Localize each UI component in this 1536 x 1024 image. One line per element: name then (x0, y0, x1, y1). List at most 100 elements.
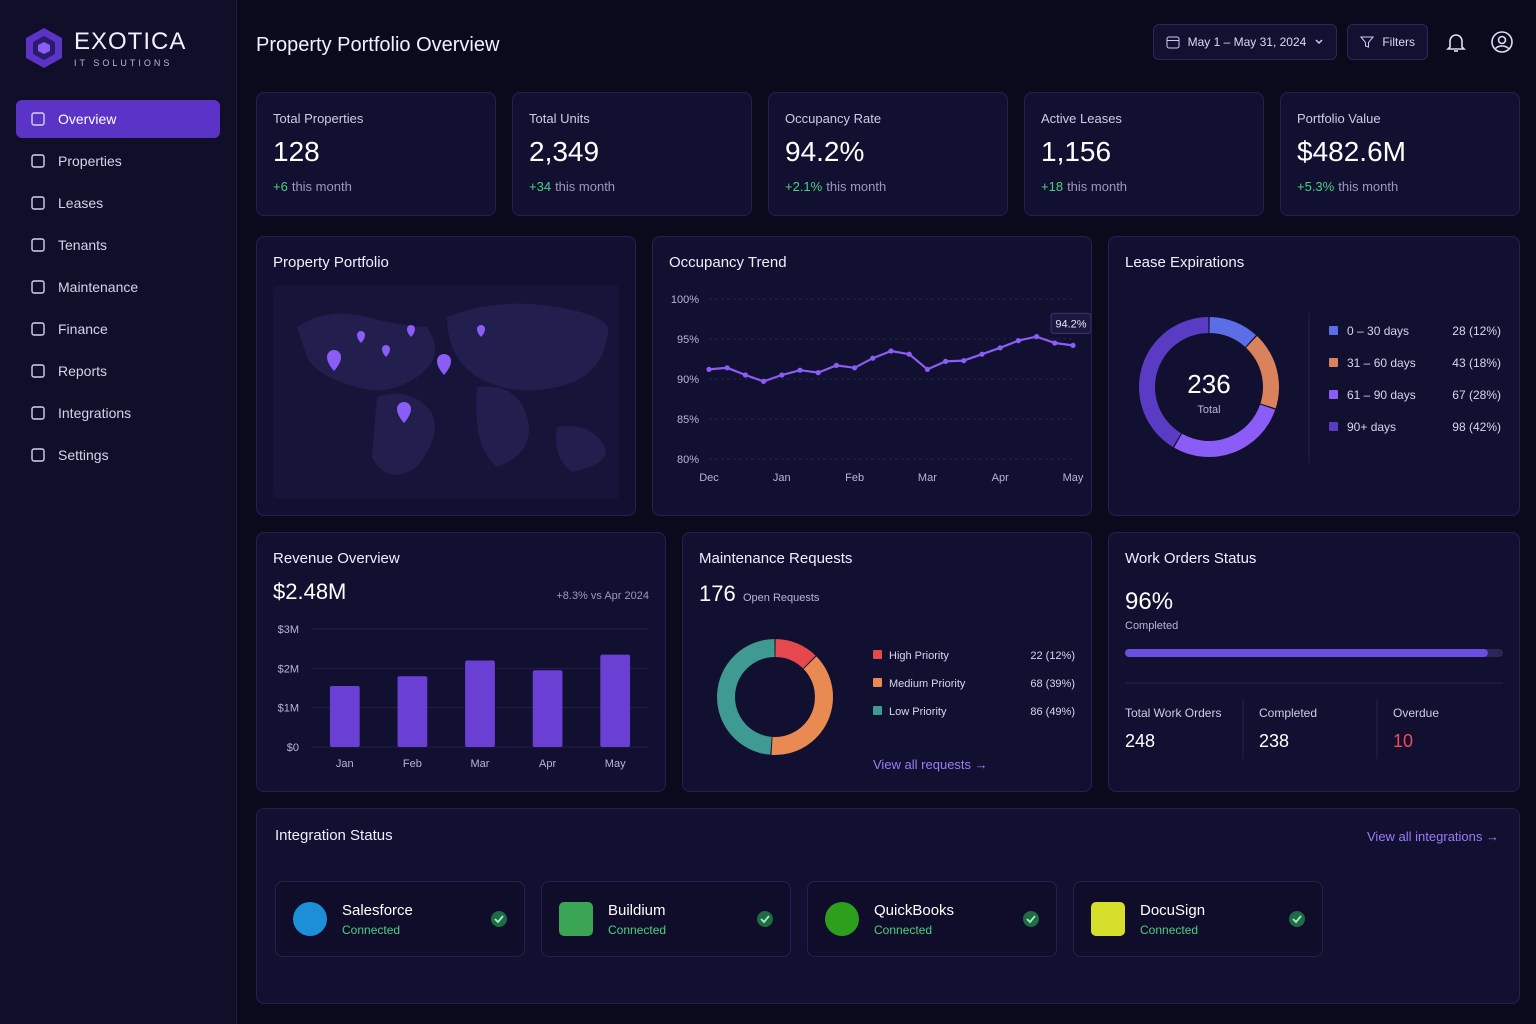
kpi-note: this month (291, 179, 352, 194)
donut-segment (717, 639, 775, 755)
nav-item[interactable]: Maintenance (16, 268, 220, 306)
nav-icon (31, 322, 45, 336)
legend-value: 98 (42%) (1452, 420, 1501, 434)
kpi-change-row: +5.3% this month (1297, 178, 1503, 196)
nav-item[interactable]: Reports (16, 352, 220, 390)
trend-point (870, 355, 876, 361)
map-landmass (556, 426, 606, 472)
nav-item[interactable]: Leases (16, 184, 220, 222)
open-count: 176 (699, 581, 736, 606)
map-pin (437, 354, 451, 375)
stat-label: Total Work Orders (1125, 706, 1221, 720)
bar (397, 676, 428, 747)
nav-label: Maintenance (58, 279, 139, 295)
x-tick-label: Jan (336, 758, 354, 770)
nav-label: Integrations (58, 405, 132, 421)
notifications-button[interactable] (1438, 24, 1474, 60)
donut-total-label: Total (1197, 404, 1220, 416)
kpi-value: 94.2% (785, 136, 865, 167)
check-circle (1023, 911, 1039, 927)
legend-swatch (1329, 326, 1338, 335)
filter-icon (1360, 36, 1375, 48)
legend-value: 67 (28%) (1452, 388, 1501, 402)
donut-total: 236 (1187, 369, 1230, 399)
maintenance-card: Maintenance Requests 176 Open Requests V… (682, 532, 1092, 792)
integration-text: Salesforce Connected (342, 902, 413, 937)
y-tick-label: 90% (677, 374, 699, 386)
kpi-label: Total Properties (273, 111, 364, 126)
nav-item[interactable]: Properties (16, 142, 220, 180)
donut-segment (771, 656, 833, 755)
check-icon (491, 911, 507, 927)
x-tick-label: Mar (918, 472, 937, 484)
integration-item: Salesforce Connected (275, 881, 525, 957)
trend-point (1070, 342, 1076, 348)
card-title: Occupancy Trend (669, 254, 787, 271)
trend-point (906, 351, 912, 357)
integration-text: QuickBooks Connected (874, 902, 954, 937)
x-tick-label: Dec (699, 472, 719, 484)
donut-segment (1209, 317, 1256, 347)
map-landmass (372, 393, 435, 475)
user-button[interactable] (1484, 24, 1520, 60)
x-tick-label: May (605, 758, 626, 770)
y-tick-label: $0 (287, 742, 299, 754)
card-title: Maintenance Requests (699, 550, 852, 567)
legend-label: 0 – 30 days (1347, 324, 1409, 338)
chevron-icon (1315, 39, 1323, 45)
integration-status: Connected (342, 922, 401, 937)
integration-status: Connected (874, 922, 933, 937)
bell-icon (1446, 34, 1466, 52)
nav-item[interactable]: Finance (16, 310, 220, 348)
trend-point (779, 372, 785, 378)
nav-label: Settings (58, 447, 109, 463)
revenue-total: $2.48M (273, 579, 346, 604)
maintenance-chart: Maintenance Requests 176 Open Requests V… (699, 550, 1075, 772)
filters-button[interactable]: Filters (1347, 24, 1428, 60)
map-pin (477, 325, 485, 337)
map-pins (327, 325, 485, 423)
x-tick-label: Feb (845, 472, 864, 484)
map-landmass (447, 303, 609, 391)
y-tick-label: $2M (278, 663, 299, 675)
check-mark (1292, 915, 1302, 924)
occupancy-chart: Occupancy Trend 80% 85% 90% 95% 100% Dec Jan Fe… (669, 254, 1092, 484)
trend-line (708, 335, 1074, 383)
kpi-note: this month (1067, 179, 1128, 194)
legend-value: 22 (12%) (1030, 650, 1075, 662)
kpi-card: Total Properties 128 +6 this month (256, 92, 496, 216)
date-range-button[interactable]: May 1 – May 31, 2024 (1152, 24, 1338, 60)
nav-item[interactable]: Tenants (16, 226, 220, 264)
check-circle (491, 911, 507, 927)
integration-name: Buildium (608, 901, 666, 919)
nav-menu: Overview Properties Leases Tenants Maintenan… (16, 100, 220, 478)
nav-item[interactable]: Overview (16, 100, 220, 138)
view-integrations-link[interactable]: View all integrations → (1367, 829, 1499, 844)
legend-value: 68 (39%) (1030, 678, 1075, 690)
filters-label: Filters (1382, 35, 1415, 49)
stat-value: 248 (1125, 731, 1155, 751)
legend-label: High Priority (889, 650, 949, 662)
legend-value: 28 (12%) (1452, 324, 1501, 338)
legend-swatch (873, 650, 882, 659)
kpi-change: +5.3% (1297, 179, 1335, 194)
check-mark (760, 915, 770, 924)
integration-name: Salesforce (342, 901, 413, 919)
donut-segment (775, 639, 816, 669)
integration-logo (1091, 902, 1125, 936)
kpi-change: +2.1% (785, 179, 823, 194)
header-actions: May 1 – May 31, 2024 Filters (1152, 24, 1520, 60)
nav-item[interactable]: Settings (16, 436, 220, 474)
view-requests-link[interactable]: View all requests → (873, 757, 988, 772)
kpi-change-row: +34 this month (529, 178, 735, 196)
nav-icon-shape (31, 238, 45, 252)
page-title: Property Portfolio Overview (256, 34, 500, 56)
logo-shape (825, 902, 859, 936)
integration-item: DocuSign Connected (1073, 881, 1323, 957)
trend-point (1052, 340, 1058, 346)
nav-icon (31, 406, 45, 420)
bar (532, 670, 563, 747)
nav-icon-shape (31, 364, 45, 378)
brand-tagline: IT SOLUTIONS (74, 58, 173, 68)
nav-item[interactable]: Integrations (16, 394, 220, 432)
